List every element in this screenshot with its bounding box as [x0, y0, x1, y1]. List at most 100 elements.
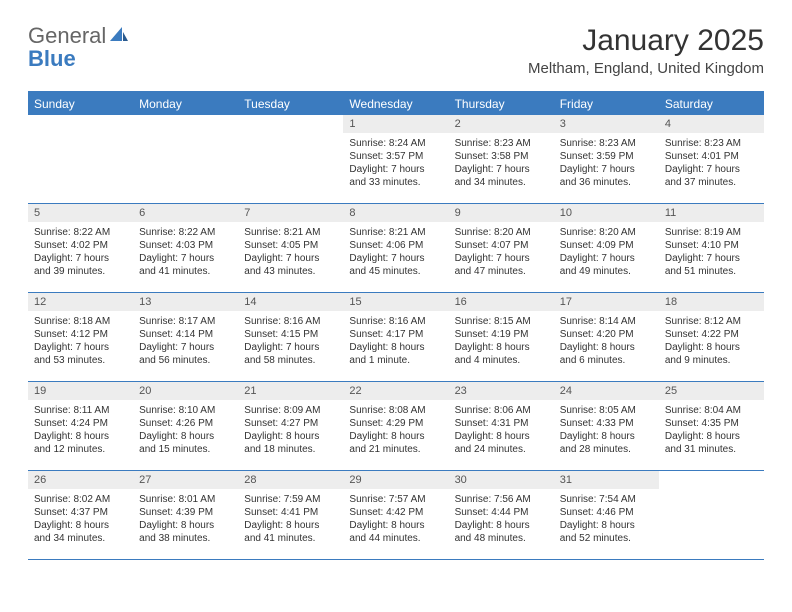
- week-row: 19Sunrise: 8:11 AMSunset: 4:24 PMDayligh…: [28, 382, 764, 471]
- day-body: Sunrise: 8:14 AMSunset: 4:20 PMDaylight:…: [554, 313, 659, 371]
- day-number: 25: [659, 382, 764, 400]
- sunrise-text: Sunrise: 7:57 AM: [349, 493, 442, 506]
- day-number: [28, 115, 133, 119]
- daylight-text: Daylight: 8 hours and 31 minutes.: [665, 430, 758, 456]
- day-cell: [238, 115, 343, 203]
- sunset-text: Sunset: 4:39 PM: [139, 506, 232, 519]
- daylight-text: Daylight: 8 hours and 4 minutes.: [455, 341, 548, 367]
- sunset-text: Sunset: 3:59 PM: [560, 150, 653, 163]
- day-number: [238, 115, 343, 119]
- day-body: Sunrise: 8:23 AMSunset: 3:59 PMDaylight:…: [554, 135, 659, 193]
- sunset-text: Sunset: 4:10 PM: [665, 239, 758, 252]
- day-cell: 3Sunrise: 8:23 AMSunset: 3:59 PMDaylight…: [554, 115, 659, 203]
- day-body: Sunrise: 8:11 AMSunset: 4:24 PMDaylight:…: [28, 402, 133, 460]
- sunrise-text: Sunrise: 8:23 AM: [665, 137, 758, 150]
- location-label: Meltham, England, United Kingdom: [528, 60, 764, 77]
- day-body: Sunrise: 8:22 AMSunset: 4:03 PMDaylight:…: [133, 224, 238, 282]
- daylight-text: Daylight: 7 hours and 58 minutes.: [244, 341, 337, 367]
- day-cell: 15 Sunrise: 8:16 AMSunset: 4:17 PMDayligh…: [343, 293, 448, 381]
- sunset-text: Sunset: 4:03 PM: [139, 239, 232, 252]
- sunrise-text: Sunrise: 8:14 AM: [560, 315, 653, 328]
- day-body: Sunrise: 8:16 AMSunset: 4:15 PMDaylight:…: [238, 313, 343, 371]
- day-number: 27: [133, 471, 238, 489]
- day-number: [659, 471, 764, 475]
- sunset-text: Sunset: 4:27 PM: [244, 417, 337, 430]
- sunrise-text: Sunrise: 8:11 AM: [34, 404, 127, 417]
- day-number: 10: [554, 204, 659, 222]
- week-row: 26Sunrise: 8:02 AMSunset: 4:37 PMDayligh…: [28, 471, 764, 560]
- day-body: Sunrise: 8:16 AMSunset: 4:17 PMDaylight:…: [343, 313, 448, 371]
- day-body: Sunrise: 8:17 AMSunset: 4:14 PMDaylight:…: [133, 313, 238, 371]
- day-cell: 11Sunrise: 8:19 AMSunset: 4:10 PMDayligh…: [659, 204, 764, 292]
- day-body: Sunrise: 8:01 AMSunset: 4:39 PMDaylight:…: [133, 491, 238, 549]
- sunset-text: Sunset: 4:20 PM: [560, 328, 653, 341]
- day-number: 12: [28, 293, 133, 311]
- dow-thursday: Thursday: [449, 93, 554, 115]
- sunset-text: Sunset: 4:44 PM: [455, 506, 548, 519]
- sunset-text: Sunset: 4:35 PM: [665, 417, 758, 430]
- sunset-text: Sunset: 4:37 PM: [34, 506, 127, 519]
- dow-saturday: Saturday: [659, 93, 764, 115]
- sunset-text: Sunset: 3:58 PM: [455, 150, 548, 163]
- day-cell: 1 Sunrise: 8:24 AMSunset: 3:57 PMDaylight…: [343, 115, 448, 203]
- sunrise-text: Sunrise: 8:09 AM: [244, 404, 337, 417]
- day-cell: 31Sunrise: 7:54 AMSunset: 4:46 PMDayligh…: [554, 471, 659, 559]
- day-cell: 26Sunrise: 8:02 AMSunset: 4:37 PMDayligh…: [28, 471, 133, 559]
- sunrise-text: Sunrise: 8:23 AM: [455, 137, 548, 150]
- day-cell: 13Sunrise: 8:17 AMSunset: 4:14 PMDayligh…: [133, 293, 238, 381]
- day-number: 31: [554, 471, 659, 489]
- sunset-text: Sunset: 4:05 PM: [244, 239, 337, 252]
- sunrise-text: Sunrise: 8:21 AM: [244, 226, 337, 239]
- day-cell: 23 Sunrise: 8:06 AMSunset: 4:31 PMDayligh…: [449, 382, 554, 470]
- sunrise-text: Sunrise: 8:12 AM: [665, 315, 758, 328]
- day-number: 1: [343, 115, 448, 133]
- day-number: 5: [28, 204, 133, 222]
- day-number: 15: [343, 293, 448, 311]
- day-number: 4: [659, 115, 764, 133]
- day-number: 21: [238, 382, 343, 400]
- sunset-text: Sunset: 4:31 PM: [455, 417, 548, 430]
- dow-friday: Friday: [554, 93, 659, 115]
- daylight-text: Daylight: 7 hours and 45 minutes.: [349, 252, 442, 278]
- daylight-text: Daylight: 8 hours and 12 minutes.: [34, 430, 127, 456]
- day-number: 30: [449, 471, 554, 489]
- day-body: Sunrise: 8:21 AMSunset: 4:06 PMDaylight:…: [343, 224, 448, 282]
- day-number: 28: [238, 471, 343, 489]
- day-number: 20: [133, 382, 238, 400]
- day-number: 29: [343, 471, 448, 489]
- day-body: Sunrise: 8:23 AMSunset: 4:01 PMDaylight:…: [659, 135, 764, 193]
- day-number: 18: [659, 293, 764, 311]
- day-cell: 20Sunrise: 8:10 AMSunset: 4:26 PMDayligh…: [133, 382, 238, 470]
- sail-icon: [108, 24, 132, 47]
- sunset-text: Sunset: 4:07 PM: [455, 239, 548, 252]
- day-number: 14: [238, 293, 343, 311]
- sunset-text: Sunset: 4:33 PM: [560, 417, 653, 430]
- day-number: [133, 115, 238, 119]
- day-number: 2: [449, 115, 554, 133]
- day-cell: 22Sunrise: 8:08 AMSunset: 4:29 PMDayligh…: [343, 382, 448, 470]
- sunset-text: Sunset: 4:12 PM: [34, 328, 127, 341]
- daylight-text: Daylight: 8 hours and 9 minutes.: [665, 341, 758, 367]
- day-cell: 21Sunrise: 8:09 AMSunset: 4:27 PMDayligh…: [238, 382, 343, 470]
- day-body: [659, 477, 764, 483]
- daylight-text: Daylight: 7 hours and 49 minutes.: [560, 252, 653, 278]
- day-cell: 18 Sunrise: 8:12 AMSunset: 4:22 PMDayligh…: [659, 293, 764, 381]
- day-body: Sunrise: 8:20 AMSunset: 4:07 PMDaylight:…: [449, 224, 554, 282]
- day-number: 7: [238, 204, 343, 222]
- sunrise-text: Sunrise: 7:56 AM: [455, 493, 548, 506]
- daylight-text: Daylight: 8 hours and 1 minute.: [349, 341, 442, 367]
- daylight-text: Daylight: 7 hours and 33 minutes.: [349, 163, 442, 189]
- day-number: 6: [133, 204, 238, 222]
- day-number: 24: [554, 382, 659, 400]
- sunset-text: Sunset: 4:46 PM: [560, 506, 653, 519]
- sunrise-text: Sunrise: 8:22 AM: [139, 226, 232, 239]
- sunset-text: Sunset: 4:42 PM: [349, 506, 442, 519]
- sunrise-text: Sunrise: 8:16 AM: [349, 315, 442, 328]
- day-body: Sunrise: 8:12 AMSunset: 4:22 PMDaylight:…: [659, 313, 764, 371]
- day-body: Sunrise: 8:24 AMSunset: 3:57 PMDaylight:…: [343, 135, 448, 193]
- day-body: Sunrise: 8:23 AMSunset: 3:58 PMDaylight:…: [449, 135, 554, 193]
- day-cell: 25Sunrise: 8:04 AMSunset: 4:35 PMDayligh…: [659, 382, 764, 470]
- day-body: Sunrise: 8:06 AMSunset: 4:31 PMDaylight:…: [449, 402, 554, 460]
- day-number: 23: [449, 382, 554, 400]
- day-cell: [133, 115, 238, 203]
